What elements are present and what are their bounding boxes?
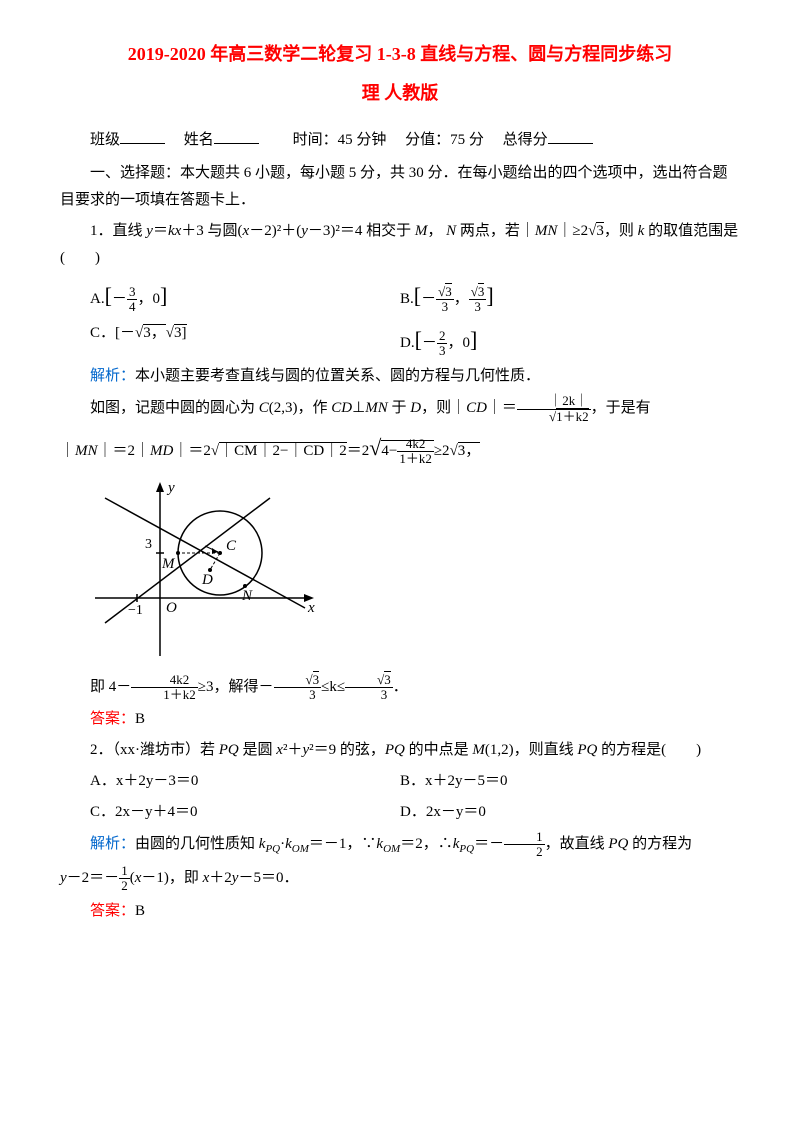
svg-text:C: C <box>226 538 237 554</box>
answer-label: 答案： <box>90 903 135 919</box>
q2-optA: A．x＋2y－3＝0 <box>60 768 400 795</box>
svg-text:N: N <box>241 588 253 604</box>
q2-optC: C．2x－y＋4＝0 <box>60 799 400 826</box>
q1-analysis-line1: 解析：本小题主要考查直线与圆的位置关系、圆的方程与几何性质． <box>60 363 740 390</box>
name-blank <box>214 129 259 144</box>
total-label: 总得分 <box>503 132 548 148</box>
q1-optA: A.[－34，0] <box>60 276 400 316</box>
q2-analysis: 解析：由圆的几何性质知 kPQ·kOM＝－1，∵kOM＝2，∴kPQ＝－12，故… <box>60 830 740 860</box>
q1-diagram: y x O −1 3 C D M N <box>90 478 320 663</box>
section1-heading: 一、选择题：本大题共 6 小题，每小题 5 分，共 30 分．在每小题给出的四个… <box>60 160 740 214</box>
score-label: 分值：75 分 <box>405 132 484 148</box>
name-label: 姓名 <box>184 132 214 148</box>
q1-optC: C．[－√3，√3] <box>60 320 400 360</box>
answer-label: 答案： <box>90 711 135 727</box>
doc-title-line1: 2019-2020 年高三数学二轮复习 1-3-8 直线与方程、圆与方程同步练习 <box>60 40 740 69</box>
q1-answer: 答案：B <box>60 706 740 733</box>
q2-optB: B．x＋2y－5＝0 <box>400 768 740 795</box>
q2-analysis-line2: y－2＝－12(x－1)，即 x＋2y－5＝0． <box>60 864 740 894</box>
svg-text:3: 3 <box>145 537 152 552</box>
class-label: 班级 <box>90 132 120 148</box>
q2-answer: 答案：B <box>60 898 740 925</box>
class-blank <box>120 129 165 144</box>
svg-text:y: y <box>166 480 175 496</box>
q1-solution: 即 4－4k21＋k2≥3，解得－√33≤k≤√33． <box>60 673 740 703</box>
total-blank <box>548 129 593 144</box>
q2-optD: D．2x－y＝0 <box>400 799 740 826</box>
svg-text:x: x <box>307 600 315 616</box>
q1-optD: D.[－23，0] <box>400 320 740 360</box>
svg-text:O: O <box>166 600 177 616</box>
q1-options-row1: A.[－34，0] B.[－√33，√33] <box>60 276 740 316</box>
q2-stem: 2．（xx·潍坊市）若 PQ 是圆 x²＋y²＝9 的弦，PQ 的中点是 M(1… <box>60 737 740 764</box>
q1-stem: 1．直线 y＝kx＋3 与圆(x－2)²＋(y－3)²＝4 相交于 M， N 两… <box>60 218 740 272</box>
q2-options-row1: A．x＋2y－3＝0 B．x＋2y－5＝0 <box>60 768 740 795</box>
q2-options-row2: C．2x－y＋4＝0 D．2x－y＝0 <box>60 799 740 826</box>
q1-analysis-line2: 如图，记题中圆的圆心为 C(2,3)，作 CD⊥MN 于 D，则｜CD｜＝｜2k… <box>60 394 740 424</box>
q1-analysis-line3: ｜MN｜＝2｜MD｜＝2√｜CM｜2−｜CD｜2＝2√4−4k21＋k2≥2√3… <box>60 428 740 468</box>
doc-title-line2: 理 人教版 <box>60 77 740 109</box>
svg-text:−1: −1 <box>128 603 143 618</box>
analysis-label: 解析： <box>90 368 135 384</box>
analysis-label: 解析： <box>90 836 135 852</box>
q1-options-row2: C．[－√3，√3] D.[－23，0] <box>60 320 740 360</box>
time-label: 时间：45 分钟 <box>293 132 387 148</box>
q1-optB: B.[－√33，√33] <box>400 276 740 316</box>
svg-text:D: D <box>201 572 213 588</box>
svg-text:M: M <box>161 556 176 572</box>
info-line: 班级 姓名 时间：45 分钟 分值：75 分 总得分 <box>60 127 740 154</box>
